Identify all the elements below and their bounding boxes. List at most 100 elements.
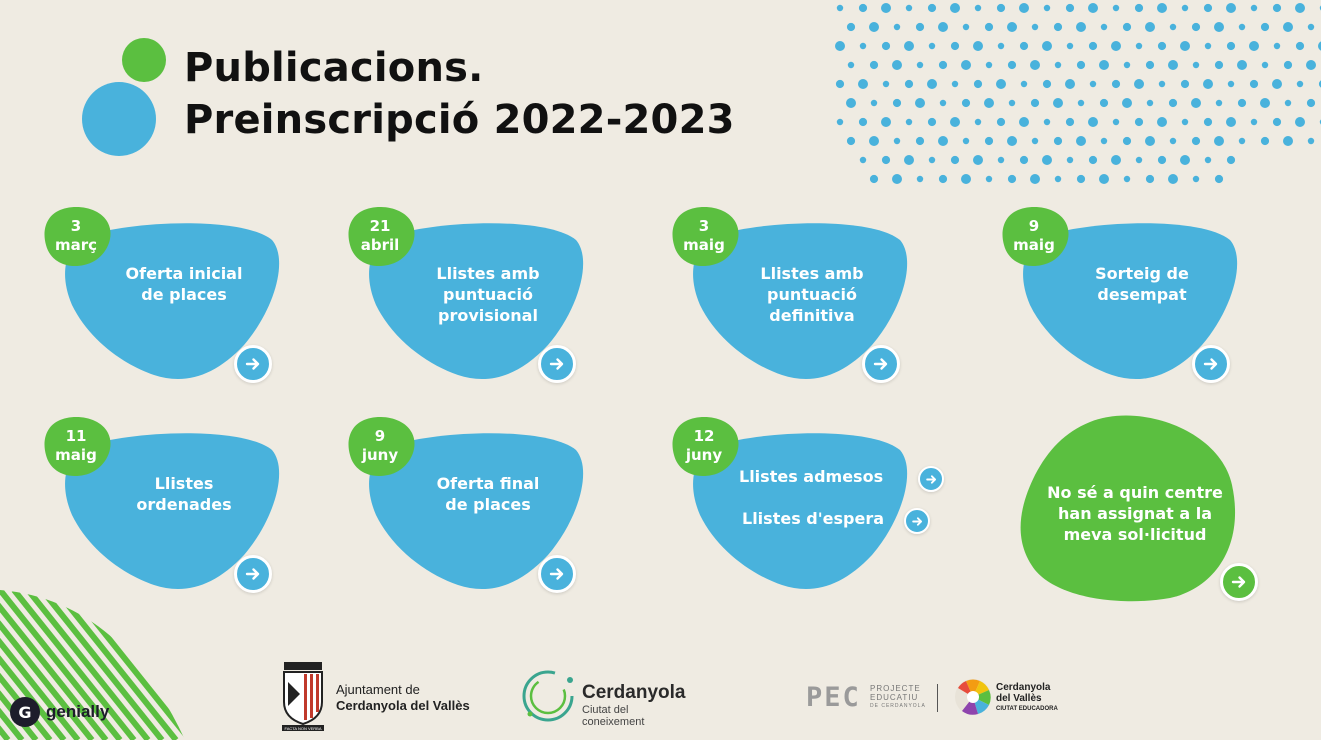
card-arrow-button[interactable] [1192,345,1230,383]
stripe-line [25,590,151,740]
stripe-line [0,590,95,740]
card-label-line: puntuació [766,285,858,304]
pattern-dot [916,61,924,69]
ciutat-educadora-logo: Cerdanyola del Vallès CIUTAT EDUCADORA [954,678,1074,718]
stripe-line [0,590,123,740]
card-label: Llistes amb puntuació definitiva [712,263,912,326]
pattern-dot [938,60,948,70]
pattern-dot [1237,98,1247,108]
pattern-dot [1019,155,1029,165]
date-blob [44,417,111,477]
timeline-card[interactable]: 3 març Oferta inicial de places [44,205,304,395]
card-link-arrow-button[interactable] [904,508,930,534]
pattern-dot [1284,99,1292,107]
pattern-dot [859,156,867,164]
pattern-dot [1134,3,1144,13]
pattern-dot [1158,80,1166,88]
card-arrow-button[interactable] [538,555,576,593]
stripe-line [196,590,200,740]
card-arrow-button[interactable] [862,345,900,383]
card-link-label[interactable]: Llistes admesos [739,467,884,486]
footer-divider [937,684,938,712]
pattern-dot [1053,136,1063,146]
timeline-card[interactable]: 9 maig Sorteig de desempat [1002,205,1262,395]
pattern-dot [1065,3,1075,13]
pattern-dot [1203,117,1213,127]
card-link-label[interactable]: Llistes d'espera [742,509,884,528]
pattern-dot [1215,99,1223,107]
timeline-card[interactable]: 21 abril Llistes amb puntuació provisional [348,205,608,395]
card-label-line: ordenades [136,495,232,514]
pattern-dot [1157,41,1167,51]
card-label-line: Oferta final [436,474,540,493]
card-arrow-button[interactable] [538,345,576,383]
pattern-dot [881,117,891,127]
card-date-day: 9 [374,427,386,445]
pattern-dot [1168,174,1178,184]
date-blob [1002,207,1069,267]
pattern-dot [1089,80,1097,88]
card-blob [693,433,908,590]
card-label: Oferta final de places [388,473,588,515]
pattern-dot [1169,137,1177,145]
arrow-right-icon [873,358,888,370]
pattern-dot [1250,118,1258,126]
pattern-dot [961,174,971,184]
card-date-day: 12 [693,427,715,445]
pec-text: PROJECTE EDUCATIU DE CERDANYOLA [870,684,926,711]
card-link-arrow-button[interactable] [918,466,944,492]
timeline-card[interactable]: 9 juny Oferta final de places [348,415,608,605]
card-date: 9 maig [1002,205,1066,267]
card-date: 11 maig [44,415,108,477]
genially-label: genially [46,702,110,721]
arrow-right-icon [1231,576,1246,588]
help-card[interactable]: No sé a quin centre han assignat a la me… [1020,410,1260,610]
pattern-dot [1043,118,1051,126]
card-arrow-button[interactable] [234,555,272,593]
ajuntament-motto: FACTA NON VERBA [284,726,322,731]
date-blob [348,417,415,477]
stripe-line [0,590,25,740]
pattern-dot [973,155,983,165]
pattern-dot [835,41,845,51]
pattern-dot [1019,41,1029,51]
card-arrow-button[interactable] [234,345,272,383]
ciutat-educadora-icon [955,679,991,715]
pattern-dot [1077,99,1085,107]
pattern-dot [1099,174,1109,184]
date-blob [672,207,739,267]
card-date-day: 9 [1028,217,1040,235]
ciutat-educadora-text: Cerdanyola del Vallès CIUTAT EDUCADORA [996,682,1058,715]
pattern-dot [892,174,902,184]
pattern-dot [1238,137,1246,145]
pattern-dot [1145,136,1155,146]
pattern-dot [1296,80,1304,88]
pattern-dot [1203,79,1213,89]
pattern-dot [1065,117,1075,127]
pattern-dot [869,60,879,70]
pattern-dot [962,137,970,145]
pattern-dot [1272,117,1282,127]
pattern-dot [893,23,901,31]
pattern-dot [1295,117,1305,127]
card-date-day: 3 [698,217,710,235]
pattern-dot [1180,41,1190,51]
pattern-dot [1238,23,1246,31]
pattern-dot [1306,98,1316,108]
timeline-card[interactable]: 3 maig Llistes amb puntuació definitiva [672,205,932,395]
cerdanyola-sub1: Ciutat del [582,704,629,716]
pattern-dot [1273,42,1281,50]
genially-branding[interactable]: G genially [10,697,109,727]
pattern-dot [1065,79,1075,89]
pattern-dot [1295,3,1305,13]
help-card-arrow-button[interactable] [1220,563,1258,601]
card-label-line: desempat [1097,285,1187,304]
pattern-dot [846,98,856,108]
timeline-card[interactable]: 11 maig Llistes ordenades [44,415,304,605]
pattern-dot [1088,155,1098,165]
pattern-dot [892,60,902,70]
ajuntament-shield-icon [282,662,324,731]
pattern-dot [1122,98,1132,108]
pattern-dot [1295,41,1305,51]
pattern-dot [1042,79,1052,89]
